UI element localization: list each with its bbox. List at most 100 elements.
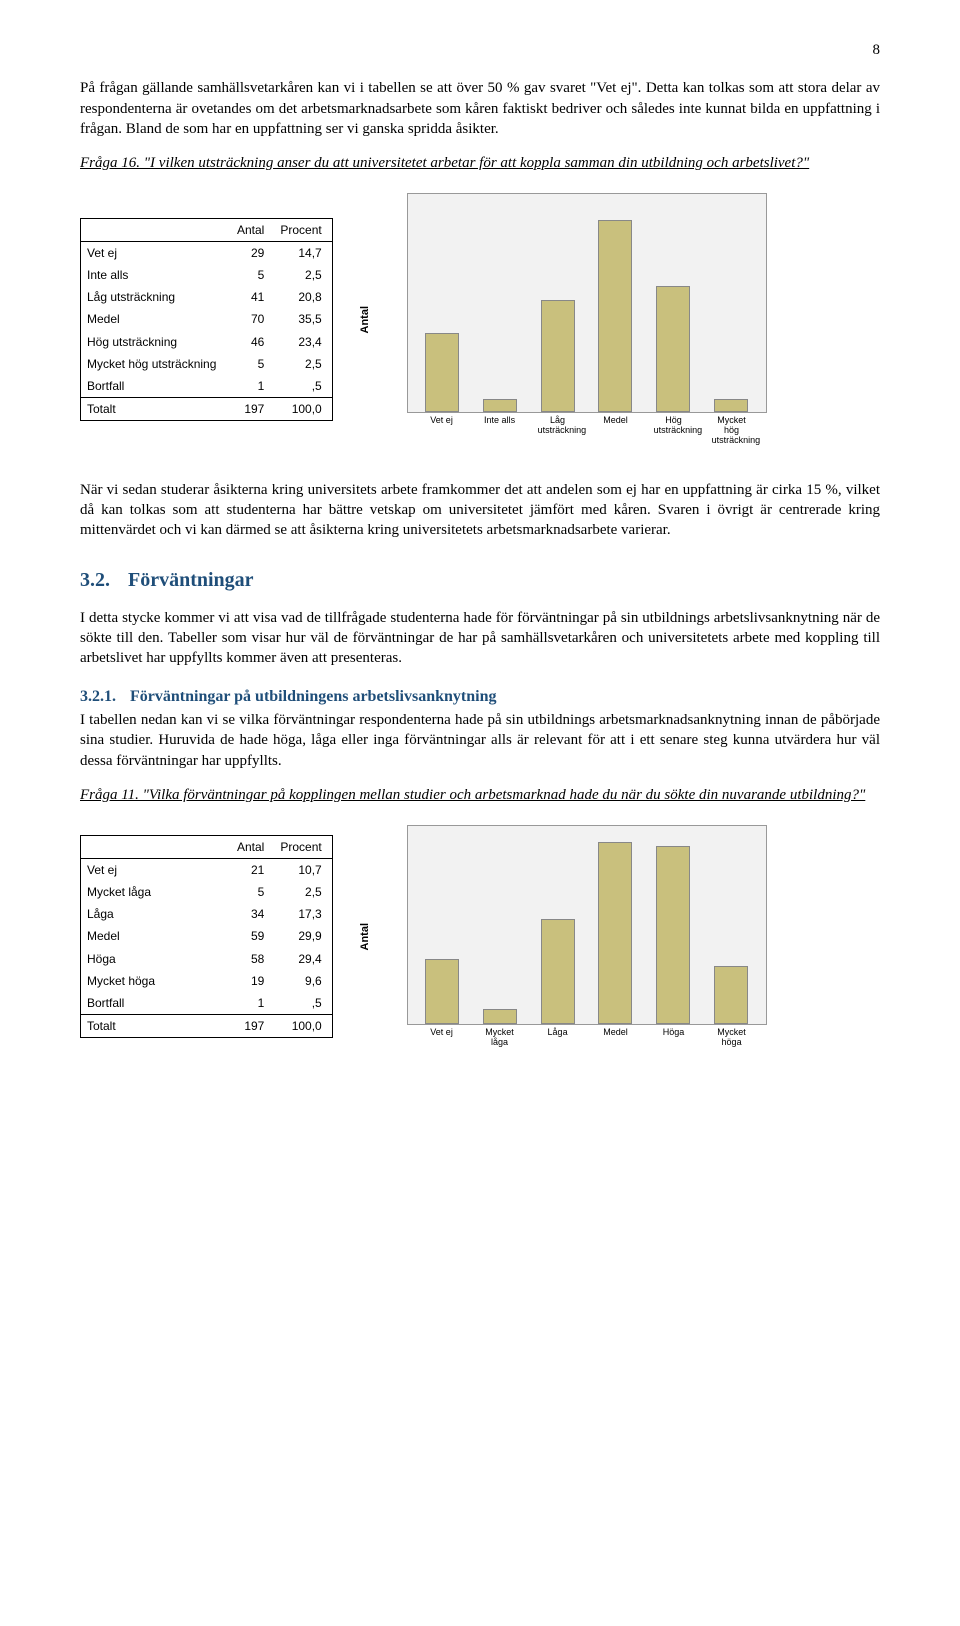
chart-xtick: Höga [654, 1028, 694, 1048]
table-total-row: Totalt197100,0 [81, 398, 332, 421]
chart-bar [483, 1009, 517, 1024]
table-cell: 35,5 [274, 308, 331, 330]
table-cell: Mycket låga [81, 881, 231, 903]
table-cell: 29,4 [274, 948, 331, 970]
table-cell: 46 [231, 331, 274, 353]
table-row: Låg utsträckning4120,8 [81, 286, 332, 308]
table-cell: Totalt [81, 398, 231, 421]
chart-2: 0102030405060Vet ejMycket lågaLågaMedelH… [377, 825, 767, 1048]
section-3-2-title: Förväntningar [128, 569, 254, 591]
chart-xtick: Medel [596, 416, 636, 446]
chart-xtick: Inte alls [480, 416, 520, 446]
table-1: Antal Procent Vet ej2914,7Inte alls52,5L… [81, 218, 332, 422]
chart-bar [541, 919, 575, 1024]
chart-xtick: Mycket höga [712, 1028, 752, 1048]
chart-1: 0204060Vet ej Inte alls Låg utsträckning Me… [377, 193, 767, 446]
chart-xtick: Låga [538, 1028, 578, 1048]
table-cell: Vet ej [81, 241, 231, 264]
table-cell: 1 [231, 992, 274, 1015]
chart-xtick: Vet ej [422, 416, 462, 446]
table-cell: Låga [81, 903, 231, 925]
table-cell: 2,5 [274, 881, 331, 903]
table-cell: Bortfall [81, 375, 231, 398]
t2-h1: Antal [231, 835, 274, 858]
chart-xtick: Hög utsträckning [654, 416, 694, 446]
chart-xtick: Medel [596, 1028, 636, 1048]
table-cell: 100,0 [274, 1015, 331, 1038]
table-cell: Hög utsträckning [81, 331, 231, 353]
chart-bar [656, 846, 690, 1024]
table-row: Medel5929,9 [81, 925, 332, 947]
table-cell: Medel [81, 925, 231, 947]
table-cell: 34 [231, 903, 274, 925]
paragraph-1: På frågan gällande samhällsvetarkåren ka… [80, 78, 880, 139]
table-cell: Låg utsträckning [81, 286, 231, 308]
table-row: Låga3417,3 [81, 903, 332, 925]
table-2-wrap: Antal Procent Vet ej2110,7Mycket låga52,… [80, 835, 333, 1039]
table-cell: 1 [231, 375, 274, 398]
table-2: Antal Procent Vet ej2110,7Mycket låga52,… [81, 835, 332, 1039]
table-row: Inte alls52,5 [81, 264, 332, 286]
chart-plot-area: 0204060 [407, 193, 767, 413]
table-cell: 100,0 [274, 398, 331, 421]
t2-h0 [81, 835, 231, 858]
table-cell: 20,8 [274, 286, 331, 308]
question-16: Fråga 16. "I vilken utsträckning anser d… [80, 153, 880, 173]
section-3-2-1-heading: 3.2.1.Förväntningar på utbildningens arb… [80, 686, 880, 708]
table-cell: 2,5 [274, 264, 331, 286]
paragraph-4: I tabellen nedan kan vi se vilka förvänt… [80, 710, 880, 771]
table-cell: 70 [231, 308, 274, 330]
table-row: Mycket låga52,5 [81, 881, 332, 903]
table-row: Medel7035,5 [81, 308, 332, 330]
t1-h0 [81, 218, 231, 241]
table-cell: 2,5 [274, 353, 331, 375]
table-row: Mycket hög utsträckning52,5 [81, 353, 332, 375]
question-11: Fråga 11. "Vilka förväntningar på koppli… [80, 785, 880, 805]
table-row: Hög utsträckning4623,4 [81, 331, 332, 353]
chart-xtick: Mycket låga [480, 1028, 520, 1048]
t1-h2: Procent [274, 218, 331, 241]
table-cell: 5 [231, 264, 274, 286]
table-row: Bortfall1,5 [81, 375, 332, 398]
table-cell: 197 [231, 398, 274, 421]
chart-bar [714, 399, 748, 413]
section-3-2-1-title: Förväntningar på utbildningens arbetsliv… [130, 688, 496, 705]
table-cell: 17,3 [274, 903, 331, 925]
table-cell: Mycket höga [81, 970, 231, 992]
chart-1-wrap: Antal 0204060Vet ej Inte alls Låg utsträck… [358, 193, 767, 446]
table-cell: 59 [231, 925, 274, 947]
table-row: Vet ej2110,7 [81, 858, 332, 881]
page-number: 8 [80, 40, 880, 60]
table-cell: 10,7 [274, 858, 331, 881]
chart-xtick: Låg utsträckning [538, 416, 578, 446]
chart-bar [541, 300, 575, 413]
table-cell: 29 [231, 241, 274, 264]
chart-bar [598, 220, 632, 413]
table-cell: 23,4 [274, 331, 331, 353]
chart-1-ylabel: Antal [358, 306, 373, 334]
chart-plot-area: 0102030405060 [407, 825, 767, 1025]
table-row: Vet ej2914,7 [81, 241, 332, 264]
table-cell: 5 [231, 881, 274, 903]
chart-xtick: Mycket hög utsträckning [712, 416, 752, 446]
table-cell: Mycket hög utsträckning [81, 353, 231, 375]
table-row: Höga5829,4 [81, 948, 332, 970]
table-total-row: Totalt197100,0 [81, 1015, 332, 1038]
section-3-2-number: 3.2. [80, 569, 110, 591]
table-1-wrap: Antal Procent Vet ej2914,7Inte alls52,5L… [80, 218, 333, 422]
table-cell: 9,6 [274, 970, 331, 992]
table-cell: Inte alls [81, 264, 231, 286]
table-cell: 5 [231, 353, 274, 375]
table-cell: Höga [81, 948, 231, 970]
chart-2-ylabel: Antal [358, 923, 373, 951]
t1-h1: Antal [231, 218, 274, 241]
table-cell: 19 [231, 970, 274, 992]
table-cell: 14,7 [274, 241, 331, 264]
table-cell: Medel [81, 308, 231, 330]
table-cell: Totalt [81, 1015, 231, 1038]
paragraph-3: I detta stycke kommer vi att visa vad de… [80, 608, 880, 669]
table-cell: ,5 [274, 992, 331, 1015]
table-cell: Vet ej [81, 858, 231, 881]
section-3-2-heading: 3.2. Förväntningar [80, 567, 880, 594]
table-row: Mycket höga199,6 [81, 970, 332, 992]
